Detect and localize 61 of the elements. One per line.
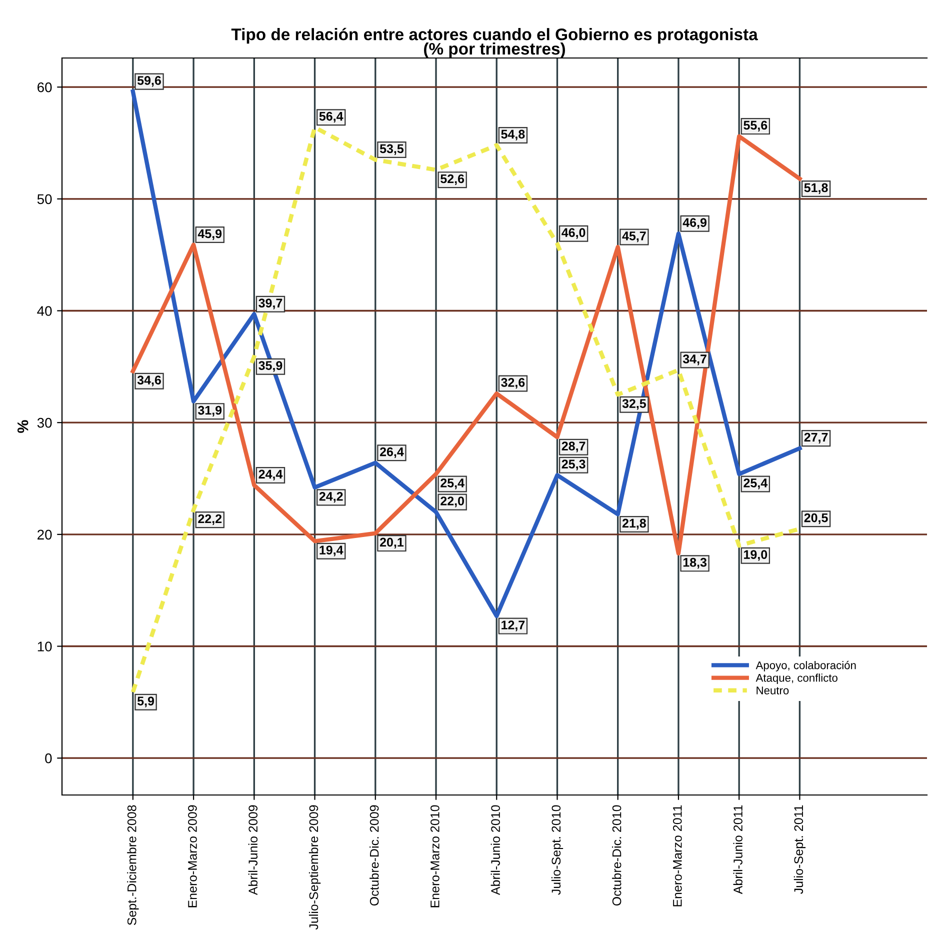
chart-title: Tipo de relación entre actores cuando el Gobierno es protagonista (% por trimestres) <box>231 28 758 58</box>
data-label: 56,4 <box>319 112 344 123</box>
y-tick-label: 10 <box>38 642 52 652</box>
x-tick-label: Octubre-Dic. 2009 <box>370 805 379 906</box>
data-label: 22,2 <box>198 514 222 525</box>
x-tick-label: Julio-Septiembre 2009 <box>308 805 321 930</box>
data-label: 25,4 <box>744 478 768 490</box>
data-label: 25,4 <box>440 478 464 490</box>
y-axis-title: % <box>17 420 28 433</box>
x-tick-label: Octubre-Dic. 2010 <box>612 805 622 906</box>
legend-label: Apoyo, colaboración <box>756 660 856 672</box>
data-label: 26,4 <box>380 447 404 458</box>
data-label: 51,8 <box>804 183 828 194</box>
y-tick-label: 30 <box>37 418 52 428</box>
data-label: 46,0 <box>562 228 586 239</box>
data-label: 34,6 <box>137 376 161 386</box>
x-tick-label: Enero-Marzo 2010 <box>430 805 440 908</box>
data-label: 53,5 <box>380 144 404 155</box>
line-series <box>130 89 802 618</box>
data-label: 54,8 <box>501 130 525 140</box>
legend-label: Neutro <box>756 686 789 694</box>
x-tick-label: Enero-Marzo 2011 <box>672 805 682 906</box>
data-label: 45,7 <box>622 232 646 242</box>
data-label: 20,1 <box>380 538 404 548</box>
x-tick-label: Abril-Junio 2011 <box>733 805 742 894</box>
data-label: 24,2 <box>319 492 343 503</box>
data-label: 22,0 <box>440 496 464 508</box>
data-label: 59,6 <box>137 76 161 87</box>
data-label: 27,7 <box>804 432 828 444</box>
x-tick-label: Enero-Marzo 2009 <box>188 805 197 908</box>
data-label: 32,5 <box>622 399 646 410</box>
data-label: 5,9 <box>137 696 154 708</box>
data-label: 55,6 <box>744 120 768 132</box>
data-label: 18,3 <box>683 558 707 569</box>
data-label: 32,6 <box>501 378 525 389</box>
x-tick-label: Julio-Sept. 2011 <box>794 805 806 894</box>
data-label: 20,5 <box>804 513 828 524</box>
data-label: 34,7 <box>682 354 706 366</box>
legend-label: Ataque, conflicto <box>756 674 838 684</box>
y-tick-label: 0 <box>45 753 52 764</box>
data-label: 21,8 <box>622 518 646 530</box>
x-tick-label: Sept.-Diciembre 2008 <box>127 805 139 926</box>
y-tick-label: 50 <box>37 194 52 204</box>
data-label: 19,0 <box>744 550 768 561</box>
data-label: 19,4 <box>320 546 344 556</box>
x-tick-label: Abril-Junio 2010 <box>490 805 500 896</box>
data-label: 12,7 <box>502 620 525 632</box>
data-label: 24,4 <box>258 470 283 480</box>
y-tick-label: 20 <box>38 530 52 540</box>
data-label: 25,3 <box>562 460 586 470</box>
data-label: 45,9 <box>198 229 222 240</box>
data-label: 28,7 <box>562 442 586 452</box>
data-label: 31,9 <box>198 406 222 416</box>
y-tick-label: 40 <box>37 306 52 316</box>
x-tick-label: Abril-Junio 2009 <box>248 805 258 896</box>
y-tick-label: 60 <box>38 82 52 92</box>
data-label: 46,9 <box>682 218 707 229</box>
data-label: 52,6 <box>440 174 464 185</box>
data-label: 35,9 <box>258 361 282 372</box>
data-label: 39,7 <box>258 298 282 310</box>
x-tick-label: Julio-Sept. 2010 <box>551 805 564 895</box>
